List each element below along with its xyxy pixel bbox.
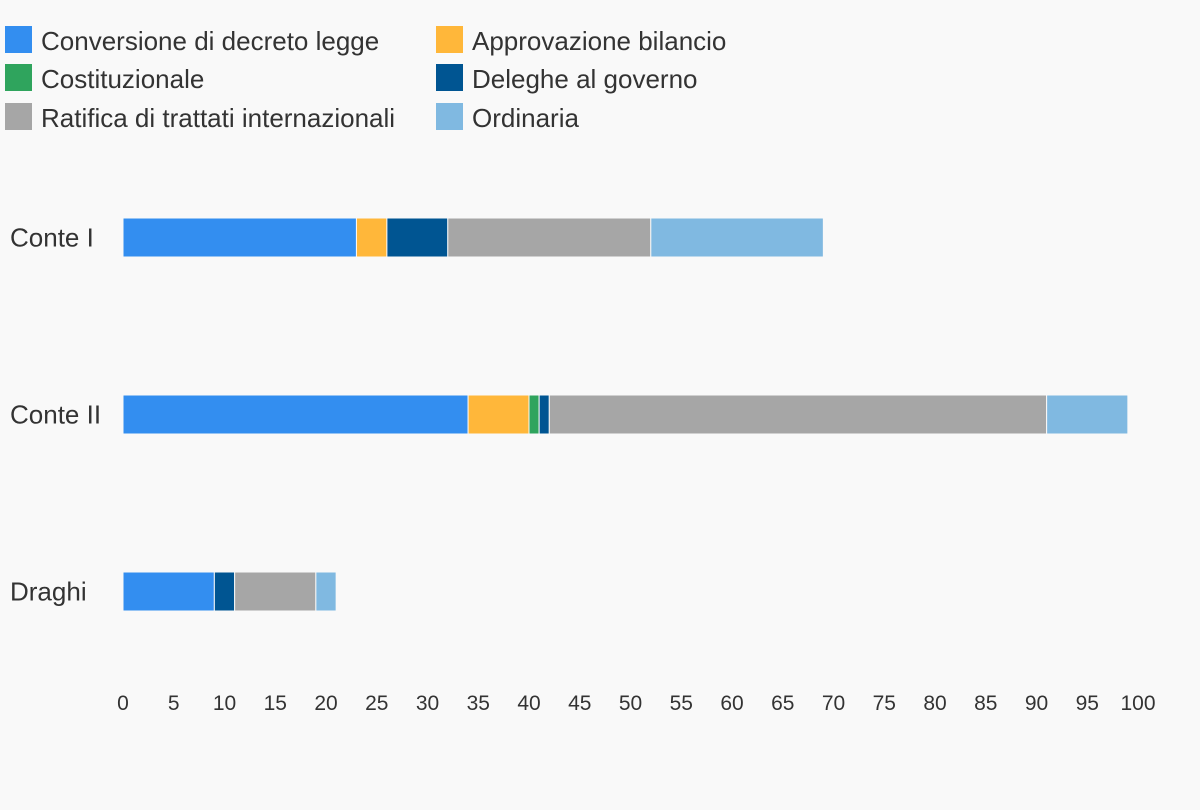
legend-swatch: [436, 103, 463, 130]
legend-swatch: [5, 64, 32, 91]
legend-swatch: [5, 26, 32, 53]
x-tick-label: 50: [619, 692, 642, 715]
x-tick-label: 0: [117, 692, 129, 715]
x-tick-label: 85: [974, 692, 997, 715]
category-label: Conte I: [10, 223, 94, 253]
x-tick-label: 65: [771, 692, 794, 715]
bar-segment: [447, 217, 652, 258]
bar-segment: [213, 571, 236, 612]
legend: Conversione di decreto legge Approvazione…: [5, 26, 726, 133]
bar-segment: [355, 217, 388, 258]
x-tick-label: 25: [365, 692, 388, 715]
x-tick-label: 55: [670, 692, 693, 715]
legend-swatch: [5, 103, 32, 130]
x-axis: 0 5 10 15 20 25 30 35 40 45 50 55 60 65 70 75 80 85 90 95 10…: [117, 692, 1155, 715]
x-tick-label: 20: [314, 692, 337, 715]
legend-label: Costituzionale: [41, 64, 204, 94]
bars: [122, 217, 1129, 612]
x-tick-label: 45: [568, 692, 591, 715]
bar-segment: [650, 217, 824, 258]
legend-item[interactable]: Ordinaria: [436, 103, 579, 133]
legend-swatch: [436, 64, 463, 91]
x-tick-label: 40: [517, 692, 540, 715]
legend-label: Conversione di decreto legge: [41, 26, 379, 56]
legend-label: Ratifica di trattati internazionali: [41, 103, 395, 133]
bar-segment: [538, 394, 550, 435]
bar-segment: [548, 394, 1048, 435]
legend-swatch: [436, 26, 463, 53]
bar-segment: [122, 571, 215, 612]
category-labels: Conte I Conte II Draghi: [10, 223, 101, 607]
bar-segment: [528, 394, 540, 435]
x-tick-label: 35: [467, 692, 490, 715]
bar-segment: [234, 571, 317, 612]
legend-item[interactable]: Deleghe al governo: [436, 64, 698, 94]
x-tick-label: 30: [416, 692, 439, 715]
x-tick-label: 15: [264, 692, 287, 715]
bar-segment: [467, 394, 530, 435]
bar-segment: [122, 394, 469, 435]
x-tick-label: 10: [213, 692, 236, 715]
legend-item[interactable]: Conversione di decreto legge: [5, 26, 379, 56]
x-tick-label: 100: [1120, 692, 1155, 715]
category-label: Draghi: [10, 577, 87, 607]
x-tick-label: 80: [923, 692, 946, 715]
bar-segment: [315, 571, 337, 612]
bar-segment: [1046, 394, 1129, 435]
legend-label: Ordinaria: [472, 103, 579, 133]
legend-label: Approvazione bilancio: [472, 26, 726, 56]
legend-item[interactable]: Ratifica di trattati internazionali: [5, 103, 395, 133]
category-label: Conte II: [10, 400, 101, 430]
bar-segment: [122, 217, 357, 258]
legend-item[interactable]: Costituzionale: [5, 64, 204, 94]
x-tick-label: 90: [1025, 692, 1048, 715]
x-tick-label: 5: [168, 692, 180, 715]
x-tick-label: 60: [720, 692, 743, 715]
x-tick-label: 70: [822, 692, 845, 715]
x-tick-label: 75: [873, 692, 896, 715]
x-tick-label: 95: [1076, 692, 1099, 715]
legend-item[interactable]: Approvazione bilancio: [436, 26, 726, 56]
legend-label: Deleghe al governo: [472, 64, 698, 94]
bar-segment: [386, 217, 449, 258]
